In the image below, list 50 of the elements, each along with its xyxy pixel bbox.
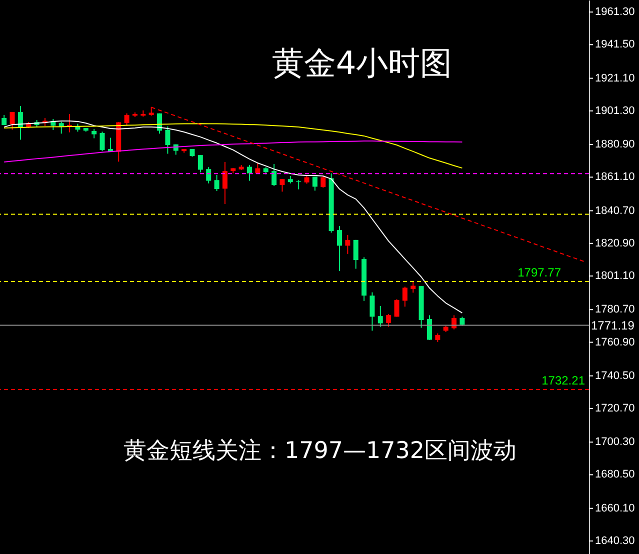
annotation: 黄金短线关注：1797—1732区间波动 <box>123 438 517 464</box>
candlestick <box>378 306 383 328</box>
y-tick-label: 1660.10 <box>595 502 635 514</box>
y-tick-label: 1640.30 <box>595 534 635 547</box>
y-tick-label: 1680.50 <box>595 468 635 481</box>
y-tick-label: 1861.10 <box>595 171 635 184</box>
candlestick <box>58 121 64 134</box>
candlestick <box>312 176 318 192</box>
candlestick <box>10 112 15 130</box>
candlestick <box>165 126 170 154</box>
candlestick <box>222 161 228 204</box>
candlestick <box>353 239 358 270</box>
y-tick-label: 1820.90 <box>595 237 635 250</box>
candlestick <box>426 314 432 340</box>
candlestick <box>206 166 212 184</box>
candlestick <box>92 128 97 139</box>
candlestick <box>247 164 252 182</box>
candlestick <box>345 234 350 254</box>
ref-line-label: 1797.77 <box>518 266 562 280</box>
candlestick <box>336 226 342 272</box>
candlestick <box>198 154 203 173</box>
y-tick-label: 1880.90 <box>595 138 635 151</box>
candlestick <box>280 178 285 192</box>
y-tick-label: 1720.70 <box>595 402 635 414</box>
y-tick-label: 1840.70 <box>595 204 635 217</box>
y-tick-label: 1740.50 <box>595 370 635 382</box>
candlestick <box>214 174 220 192</box>
candlestick <box>18 105 23 140</box>
candlestick <box>296 180 302 190</box>
text: 黄金4小时图 <box>272 44 452 82</box>
y-tick-label: 1760.90 <box>595 336 635 348</box>
candlestick <box>394 298 400 318</box>
y-tick-label: 1700.30 <box>595 436 635 448</box>
y-tick-label: 1901.30 <box>595 104 635 117</box>
y-tick-label: 1780.70 <box>595 304 635 316</box>
candlestick <box>100 131 105 152</box>
line-series <box>4 140 463 162</box>
y-tick-label: 1961.30 <box>595 6 635 18</box>
candlestick <box>410 280 416 294</box>
ref-line-label: 1771.19 <box>591 318 635 332</box>
y-tick-label: 1941.50 <box>595 38 635 51</box>
candlestick <box>402 286 408 308</box>
candlestick <box>320 175 326 188</box>
ref-line-label: 1732.21 <box>542 374 586 388</box>
candlestick <box>272 163 277 187</box>
y-tick-label: 1921.10 <box>595 72 635 84</box>
candlestick <box>386 314 392 328</box>
candlestick <box>124 112 130 126</box>
y-tick-label: 1801.10 <box>595 270 635 282</box>
candlestick <box>370 292 375 332</box>
